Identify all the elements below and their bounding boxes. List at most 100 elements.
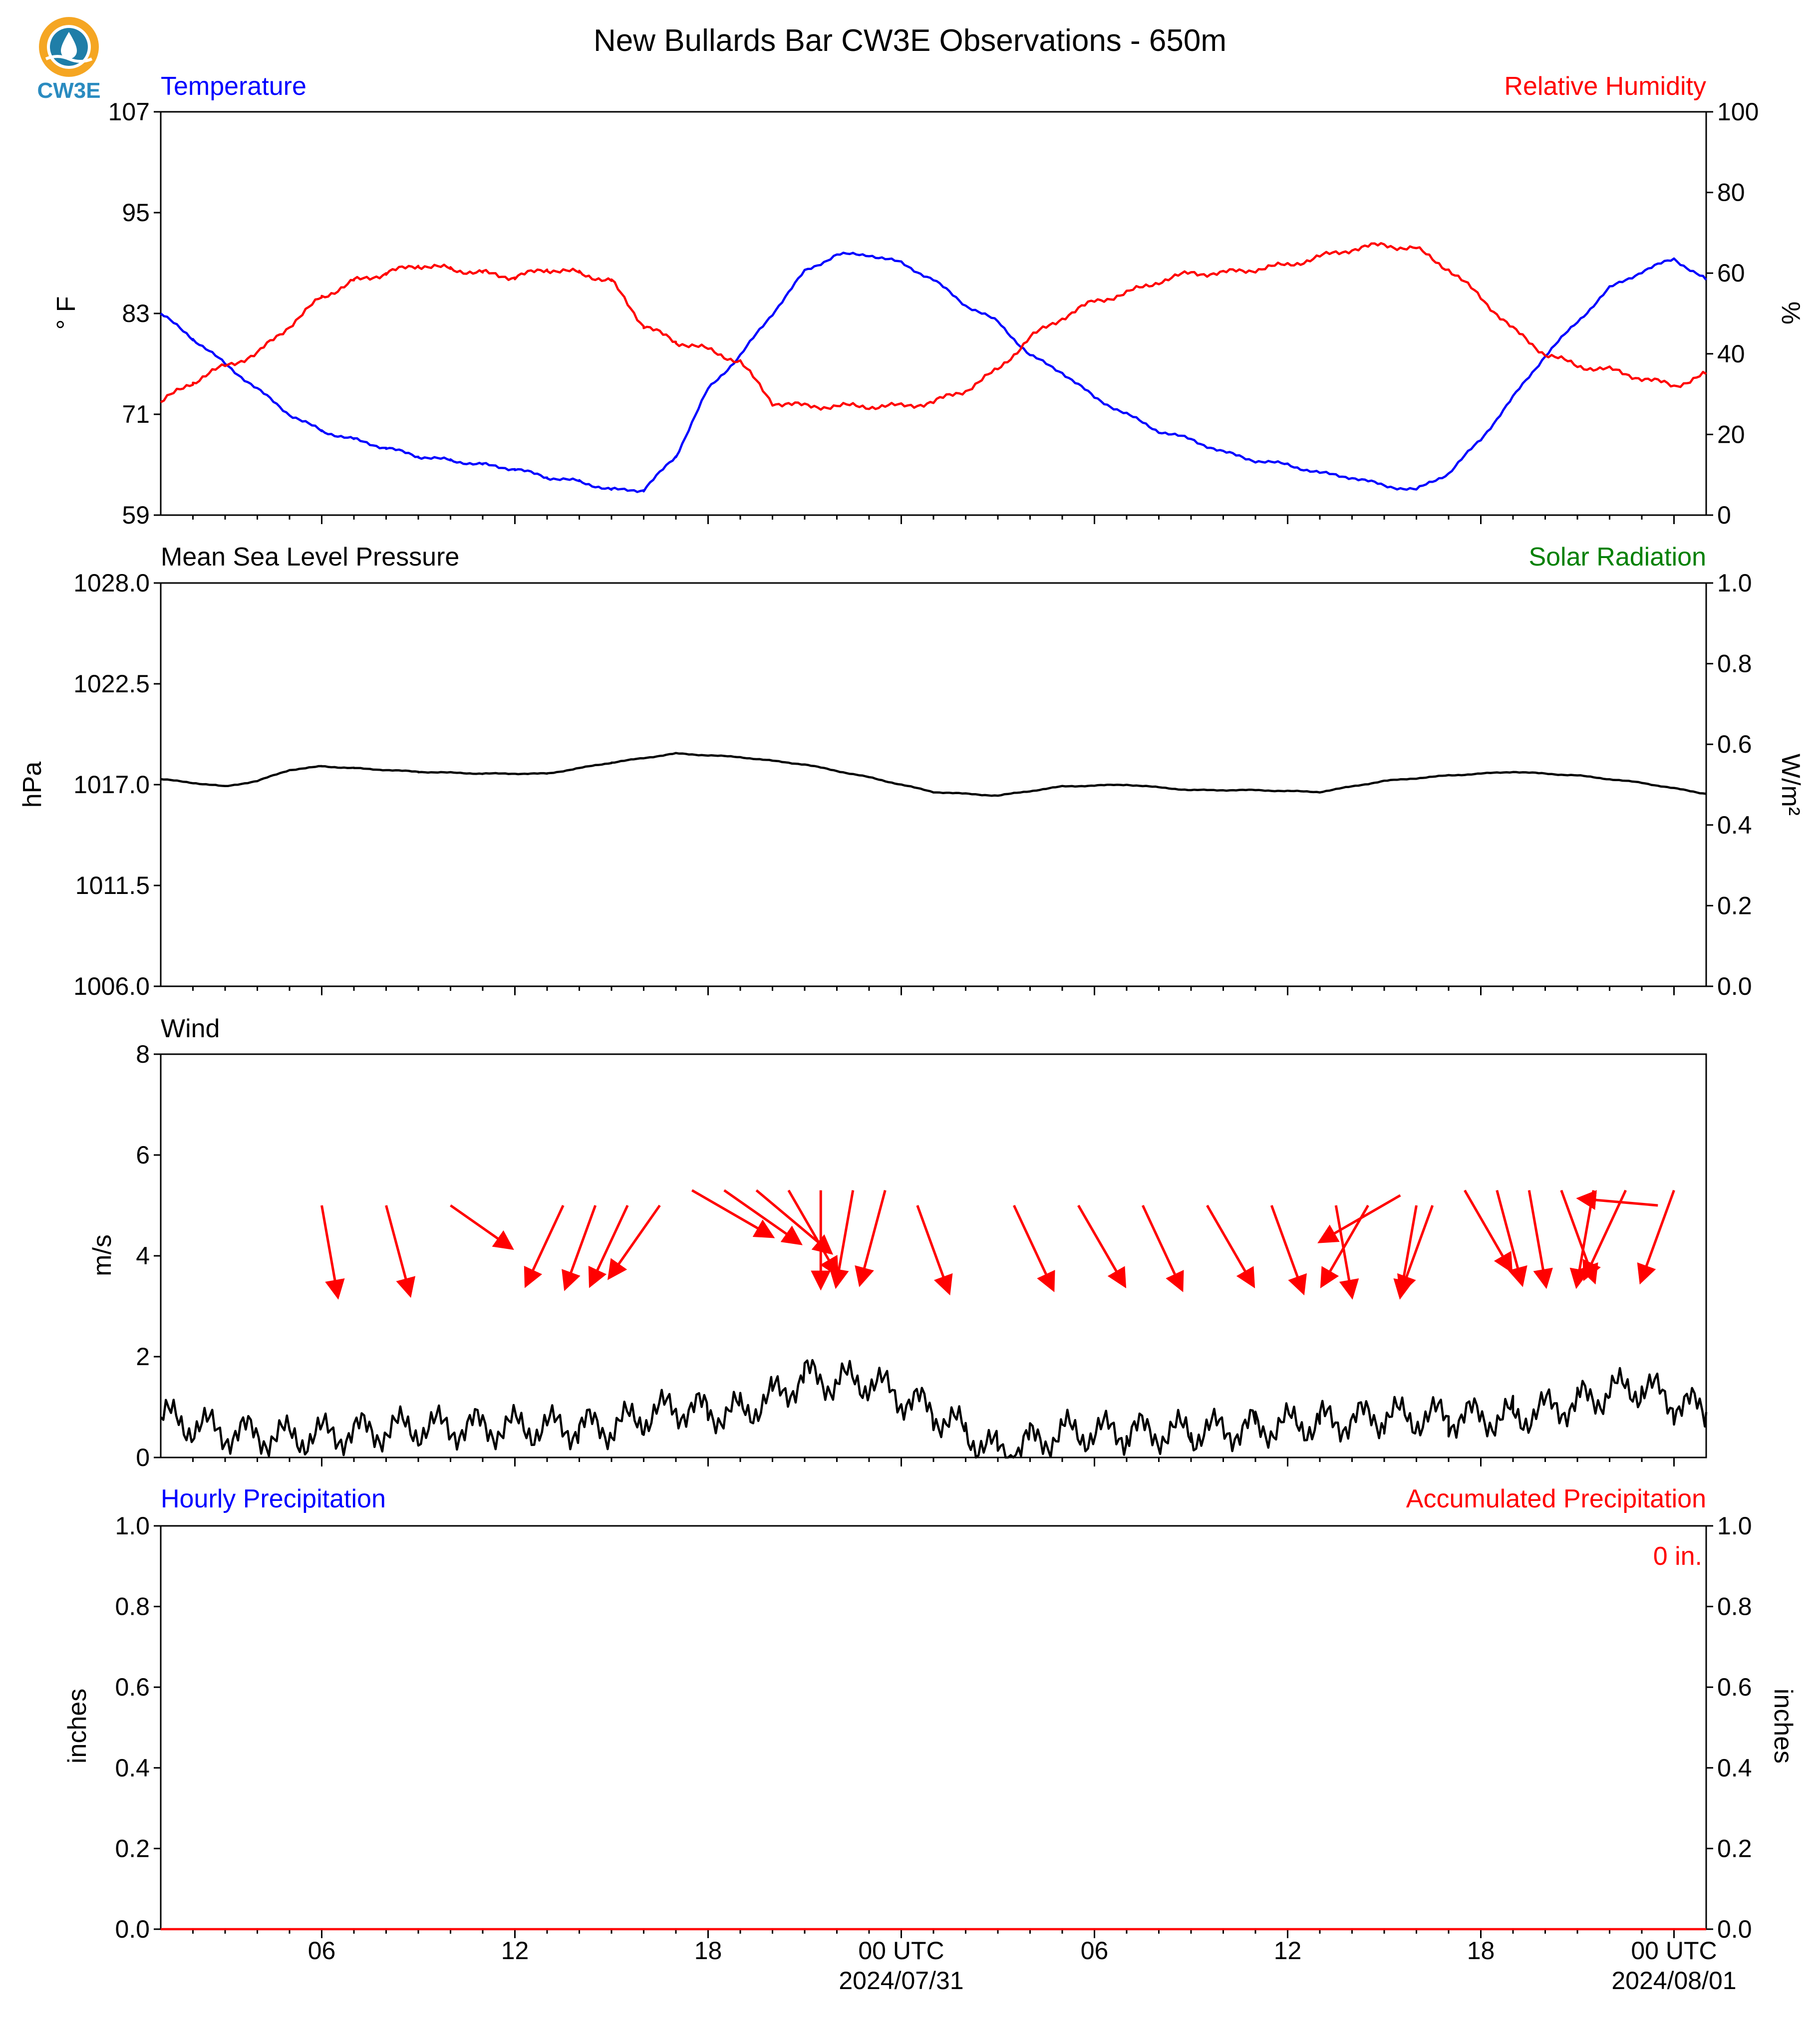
wind-arrow [450, 1204, 514, 1250]
wind-arrow [1576, 1190, 1658, 1210]
temperature-title: Temperature [161, 72, 306, 101]
wind-panel-frame [160, 1053, 1707, 1458]
wind-arrow [1270, 1205, 1307, 1296]
temperature-axis-label: ° F [52, 296, 81, 329]
wind-y-tick-label: 4 [136, 1242, 150, 1270]
wind-arrow [588, 1204, 629, 1288]
wind-arrow [1393, 1205, 1418, 1300]
humidity-axis-label: % [1776, 301, 1805, 324]
x-date-label: 2024/07/31 [839, 1967, 963, 1995]
precip-left-y-tick-label: 0.4 [115, 1754, 150, 1782]
solar-y-tick-label: 1.0 [1717, 569, 1752, 597]
wind-arrow [1527, 1190, 1553, 1289]
wind-arrow [916, 1205, 953, 1296]
temperature-panel-frame [160, 111, 1707, 516]
temperature-series-line [160, 252, 1707, 493]
solar-y-tick-label: 0.6 [1717, 730, 1752, 758]
logo-ring [39, 17, 99, 77]
accum-precip-title: Accumulated Precipitation [1406, 1484, 1706, 1513]
wind-arrow [855, 1190, 887, 1287]
x-tick-label: 12 [501, 1937, 529, 1965]
wind-title: Wind [161, 1014, 220, 1043]
logo-wave [45, 55, 93, 63]
wind-arrow [1317, 1194, 1401, 1243]
water-drop-icon [61, 32, 77, 59]
solar-title: Solar Radiation [1528, 543, 1706, 572]
humidity-y-tick-label: 20 [1717, 420, 1745, 448]
chart-title: New Bullards Bar CW3E Observations - 650… [594, 23, 1226, 58]
wind-y-tick-label: 2 [136, 1343, 150, 1371]
wind-arrow [607, 1204, 661, 1280]
pressure-y-tick-label: 1011.5 [75, 871, 150, 899]
humidity-y-tick-label: 80 [1717, 179, 1745, 207]
x-date-label: 2024/08/01 [1611, 1967, 1736, 1995]
wind-arrow [1012, 1204, 1055, 1292]
accumulated-total-label: 0 in. [1653, 1542, 1702, 1571]
x-tick-label: 06 [1081, 1937, 1109, 1965]
wind-arrow [385, 1205, 416, 1298]
temperature-y-tick-label: 83 [122, 299, 150, 327]
wind-speed-series-line [160, 1359, 1708, 1459]
wind-arrow [562, 1205, 597, 1291]
pressure-y-tick-label: 1017.0 [73, 771, 150, 799]
x-tick-label: 12 [1274, 1937, 1302, 1965]
wind-arrow [1141, 1204, 1184, 1292]
wind-arrow [1077, 1204, 1127, 1289]
chart-marks: 597183951070204060801001006.01011.51017.… [73, 98, 1759, 1995]
temperature-y-tick-label: 59 [122, 501, 150, 529]
precip-panel-frame [160, 1525, 1707, 1930]
humidity-y-tick-label: 40 [1717, 340, 1745, 368]
wind-arrow [320, 1205, 345, 1300]
precip-left-y-tick-label: 0.2 [115, 1834, 150, 1862]
temperature-y-tick-label: 95 [122, 199, 150, 227]
wind-arrow [787, 1189, 839, 1277]
humidity-series-line [160, 242, 1707, 411]
wind-arrow [1637, 1189, 1675, 1285]
solar-y-tick-label: 0.2 [1717, 891, 1752, 919]
precip-left-axis-label: inches [63, 1689, 92, 1763]
wind-arrow [829, 1190, 855, 1289]
wind-arrow [1206, 1204, 1255, 1289]
pressure-y-tick-label: 1006.0 [73, 972, 150, 1000]
solar-y-tick-label: 0.0 [1717, 972, 1752, 1000]
humidity-y-tick-label: 100 [1717, 98, 1759, 126]
wind-arrow [723, 1189, 803, 1245]
precip-left-y-tick-label: 1.0 [115, 1512, 150, 1540]
pressure-series-line [160, 752, 1707, 797]
wind-arrow [1496, 1190, 1527, 1287]
x-tick-label: 18 [694, 1937, 722, 1965]
precip-left-y-tick-label: 0.0 [115, 1915, 150, 1943]
precip-right-y-tick-label: 0.8 [1717, 1593, 1752, 1621]
wind-y-tick-label: 0 [136, 1444, 150, 1471]
cw3e-logo: CW3E [37, 17, 101, 103]
wind-axis-label: m/s [88, 1234, 117, 1276]
precip-right-y-tick-label: 0.6 [1717, 1673, 1752, 1701]
wind-arrow [1582, 1189, 1627, 1281]
precip-right-y-tick-label: 1.0 [1717, 1512, 1752, 1540]
humidity-y-tick-label: 0 [1717, 501, 1731, 529]
precip-right-y-tick-label: 0.2 [1717, 1834, 1752, 1862]
logo-text: CW3E [37, 78, 100, 103]
pressure-y-tick-label: 1022.5 [73, 670, 150, 698]
x-tick-label: 00 UTC [858, 1937, 944, 1965]
x-tick-label: 06 [308, 1937, 336, 1965]
precip-left-y-tick-label: 0.8 [115, 1593, 150, 1621]
wind-arrow [1464, 1189, 1513, 1273]
wind-arrow [1334, 1205, 1359, 1300]
temperature-y-tick-label: 107 [108, 98, 150, 126]
pressure-axis-label: hPa [18, 762, 47, 808]
wind-arrow [1397, 1205, 1434, 1296]
wind-y-tick-label: 8 [136, 1040, 150, 1068]
temperature-y-tick-label: 71 [122, 400, 150, 428]
hourly-precip-title: Hourly Precipitation [161, 1484, 386, 1513]
wind-arrow [691, 1189, 775, 1238]
wind-arrow [524, 1204, 565, 1288]
humidity-title: Relative Humidity [1504, 72, 1706, 101]
pressure-panel-frame [160, 582, 1707, 987]
precip-right-axis-label: inches [1769, 1689, 1798, 1763]
x-tick-label: 18 [1467, 1937, 1495, 1965]
x-tick-label: 00 UTC [1631, 1937, 1717, 1965]
humidity-y-tick-label: 60 [1717, 259, 1745, 287]
precip-right-y-tick-label: 0.0 [1717, 1915, 1752, 1943]
